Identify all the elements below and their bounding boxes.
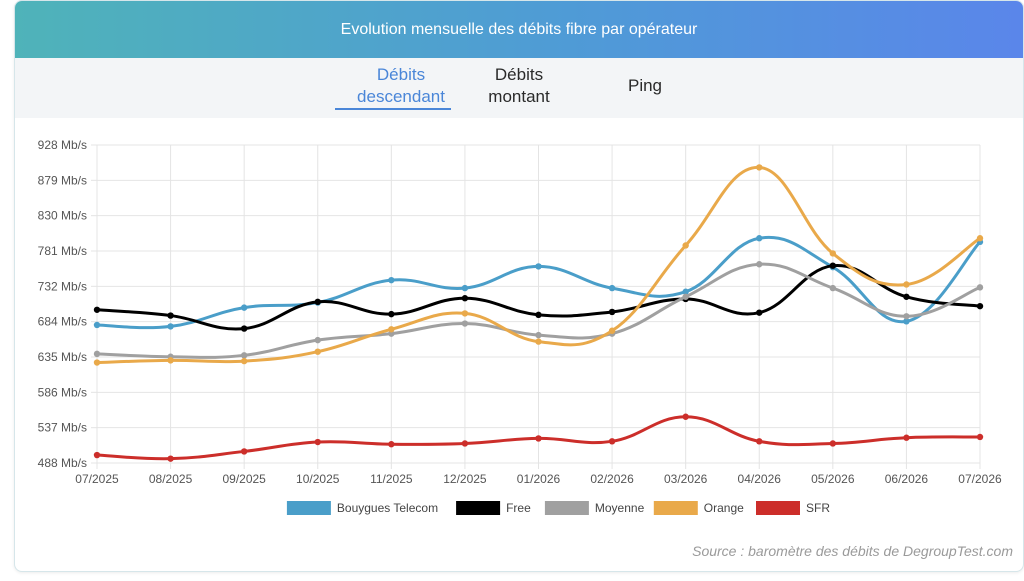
- tab-download-line2: descendant: [357, 87, 445, 106]
- metric-tabs: Débits descendant Débits montant Ping: [15, 58, 1023, 118]
- active-tab-indicator: [335, 108, 451, 110]
- chart-title: Evolution mensuelle des débits fibre par…: [340, 20, 698, 38]
- source-note: Source : baromètre des débits de Degroup…: [692, 543, 1013, 559]
- tab-upload-line2: montant: [488, 87, 550, 106]
- tab-ping[interactable]: Ping: [610, 75, 680, 97]
- tab-upload[interactable]: Débits montant: [469, 64, 569, 108]
- tab-upload-line1: Débits: [494, 65, 544, 84]
- tab-download[interactable]: Débits descendant: [336, 64, 466, 108]
- tab-ping-label: Ping: [627, 76, 663, 95]
- tab-download-line1: Débits: [376, 65, 426, 84]
- chart-header: Evolution mensuelle des débits fibre par…: [15, 1, 1023, 58]
- chart-card: Evolution mensuelle des débits fibre par…: [14, 0, 1024, 572]
